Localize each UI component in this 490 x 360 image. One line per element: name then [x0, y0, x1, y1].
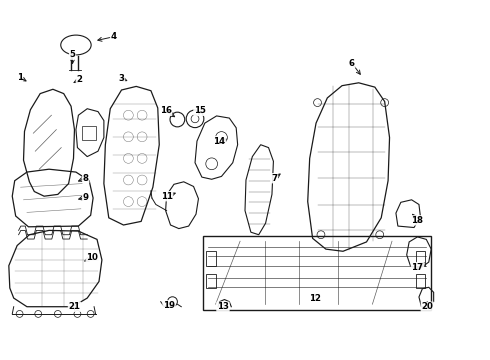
Text: 14: 14: [214, 137, 225, 146]
Text: 10: 10: [86, 253, 98, 262]
Text: 3: 3: [119, 74, 124, 83]
Text: 11: 11: [161, 192, 172, 201]
Text: 12: 12: [309, 294, 320, 302]
Text: 6: 6: [349, 59, 355, 68]
Text: 2: 2: [76, 76, 82, 85]
Text: 17: 17: [412, 263, 423, 272]
Text: 9: 9: [83, 193, 89, 202]
Text: 4: 4: [111, 32, 117, 41]
Text: 18: 18: [412, 216, 423, 225]
Text: 21: 21: [69, 302, 80, 311]
Text: 20: 20: [421, 302, 433, 311]
Text: 5: 5: [70, 50, 75, 59]
Text: 16: 16: [160, 107, 172, 116]
Bar: [203, 236, 431, 310]
Text: 15: 15: [194, 107, 206, 116]
Text: 8: 8: [83, 174, 89, 183]
Text: 19: 19: [163, 301, 175, 310]
Text: 7: 7: [271, 174, 277, 183]
Text: 1: 1: [17, 73, 23, 82]
Text: 13: 13: [217, 302, 229, 311]
